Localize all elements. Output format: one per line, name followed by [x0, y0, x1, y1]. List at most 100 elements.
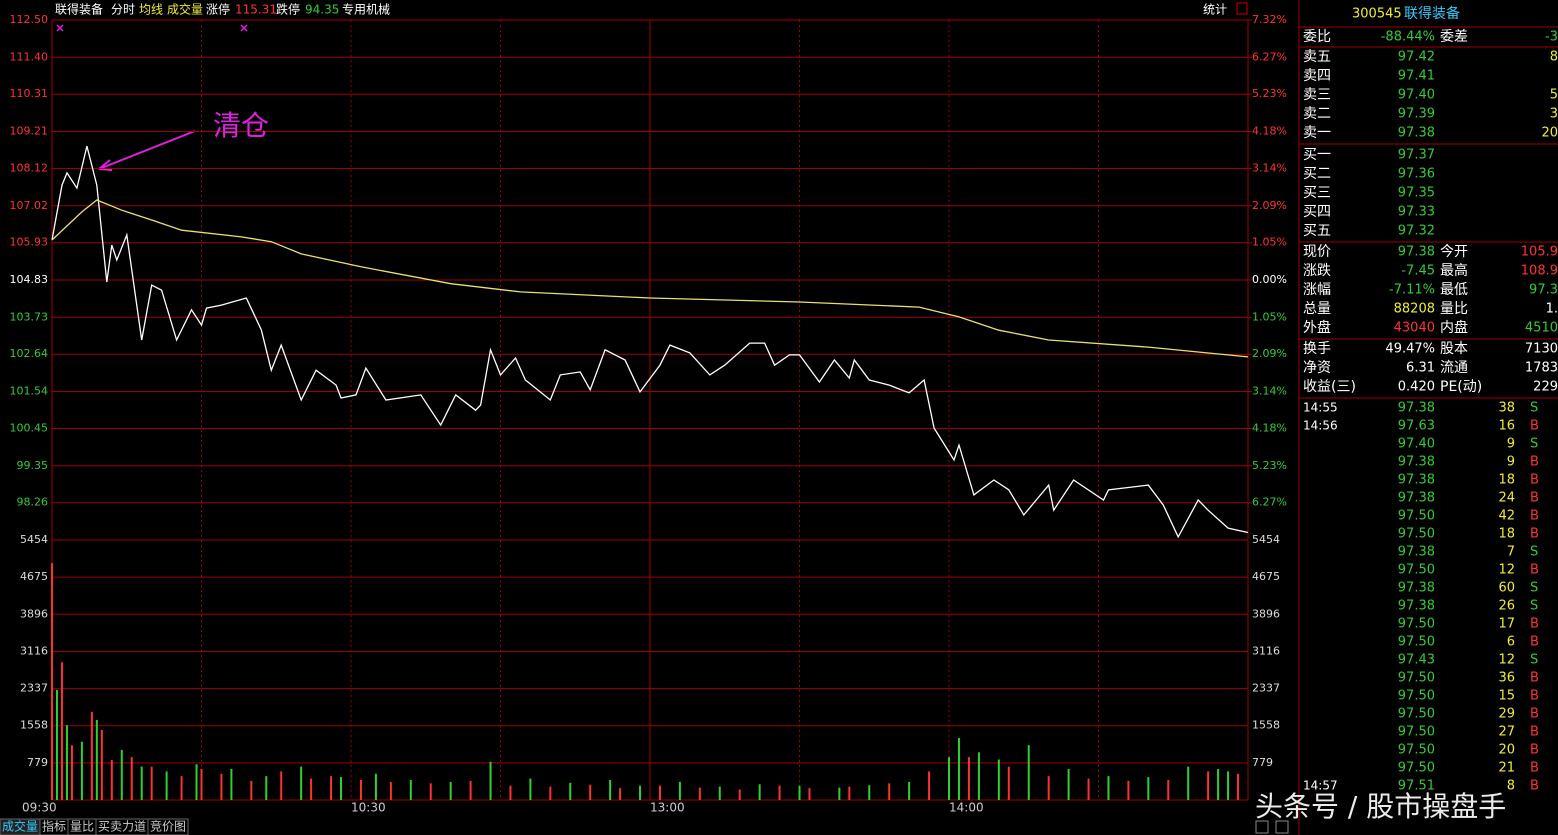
tab-label[interactable]: 买卖力道 [98, 820, 146, 834]
limit-down: 94.35 [305, 3, 339, 17]
price-line [51, 145, 1249, 539]
trade-price: 97.50 [1398, 635, 1435, 650]
trade-price: 97.38 [1398, 581, 1435, 596]
trade-volume: 6 [1507, 635, 1515, 650]
volume-bar [1127, 780, 1130, 800]
tab-label[interactable]: 量比 [70, 820, 94, 834]
volume-bar [738, 789, 741, 800]
quote-value: 229 [1533, 380, 1558, 395]
volume-bar [429, 783, 432, 800]
tab-label[interactable]: 指标 [42, 819, 66, 834]
volume-bar [65, 725, 68, 800]
volume-bar [300, 766, 303, 800]
trade-volume: 36 [1498, 671, 1515, 686]
trade-time: 14:55 [1303, 401, 1338, 415]
marker [56, 24, 248, 32]
trade-volume: 12 [1498, 653, 1515, 668]
quote-label: 现价 [1303, 244, 1331, 260]
trade-side: B [1530, 527, 1539, 542]
trade-price: 97.38 [1398, 545, 1435, 560]
trade-price: 97.50 [1398, 707, 1435, 722]
volume-bar [589, 784, 592, 800]
bid-price: 97.37 [1398, 148, 1435, 163]
y2-tick-label: 3.14% [1252, 385, 1287, 398]
quote-value: 1. [1546, 302, 1558, 317]
quote-label: 流通 [1440, 360, 1468, 376]
volume-bar [340, 777, 343, 800]
quote-label: 内盘 [1440, 319, 1468, 336]
bid-price: 97.36 [1398, 167, 1435, 182]
trade-volume: 17 [1498, 617, 1515, 632]
trade-side: B [1530, 635, 1539, 650]
trade-price: 97.38 [1398, 401, 1435, 416]
y-tick-label: 101.54 [10, 385, 49, 398]
limit-up-label: 涨停 [206, 2, 230, 17]
y2-tick-label: 5.23% [1252, 459, 1287, 472]
volume-bar [280, 771, 283, 800]
trade-side: B [1530, 617, 1539, 632]
volume-bar [1207, 771, 1210, 800]
scroll-right[interactable] [1275, 820, 1289, 834]
quote-label: 量比 [1440, 301, 1468, 317]
scroll-left[interactable] [1255, 820, 1269, 834]
y2-tick-label: 1.05% [1252, 236, 1287, 249]
limit-up: 115.31 [235, 3, 277, 17]
ask-price: 97.41 [1398, 69, 1435, 84]
volume-bar [180, 776, 183, 800]
volume-tick-label: 5454 [20, 533, 48, 546]
stats-button[interactable]: 统计 [1203, 3, 1227, 17]
volume-tick-label: 1558 [20, 719, 48, 732]
y-tick-label: 105.93 [10, 236, 49, 249]
quote-label: PE(动) [1440, 379, 1482, 395]
volume-bar [529, 778, 532, 800]
quote-value: 97.3 [1529, 283, 1558, 298]
volume-bar [230, 769, 233, 800]
trade-volume: 60 [1498, 581, 1515, 596]
y2-tick-label: 1.05% [1252, 310, 1287, 323]
quote-label: 涨幅 [1303, 282, 1331, 298]
quote-label: 委比 [1303, 29, 1331, 45]
quote-value: 97.38 [1398, 245, 1435, 260]
stock-name-panel: 联得装备 [1404, 5, 1460, 22]
y2-tick-label: 2.09% [1252, 347, 1287, 360]
quote-value: 105.9 [1521, 245, 1558, 260]
volume-bar [778, 785, 781, 800]
header-item[interactable]: 分时 [111, 3, 135, 17]
bid-label: 买三 [1303, 185, 1331, 201]
volume-bar [1067, 769, 1070, 800]
tab-label[interactable]: 竞价图 [150, 820, 186, 834]
quote-value: 0.420 [1398, 380, 1435, 395]
y-tick-label: 104.83 [10, 273, 49, 286]
volume-bar [678, 781, 681, 800]
volume-tick-label-right: 4675 [1252, 570, 1280, 583]
tab-label[interactable]: 成交量 [2, 819, 38, 834]
quote-label: 涨跌 [1303, 263, 1331, 279]
volume-bar [758, 784, 761, 800]
quote-label: 最低 [1440, 282, 1468, 298]
trade-price: 97.51 [1398, 779, 1435, 794]
volume-bar [100, 729, 103, 800]
header-item[interactable]: 成交量 [167, 2, 203, 17]
stats-box[interactable] [1236, 2, 1248, 15]
ask-label: 卖四 [1303, 68, 1331, 84]
volume-bar [619, 788, 622, 800]
stock-name: 联得装备 [55, 2, 103, 17]
volume-bar [698, 787, 701, 800]
tab[interactable] [147, 818, 189, 835]
trade-side: B [1530, 779, 1539, 794]
y-tick-label: 110.31 [10, 87, 49, 100]
trade-time: 14:56 [1303, 419, 1338, 433]
markers [56, 24, 248, 32]
volume-tick-label-right: 779 [1252, 756, 1273, 769]
volume-tick-label: 3116 [20, 644, 48, 657]
header-item[interactable]: 均线 [139, 3, 163, 17]
volume-bar [359, 779, 362, 800]
volume-bar [948, 757, 950, 800]
quote-value: 6.31 [1406, 361, 1435, 376]
volume-tick-label: 2337 [20, 682, 48, 695]
ask-volume: 20 [1541, 126, 1558, 141]
y-tick-label: 111.40 [10, 50, 49, 63]
volume-bar [798, 785, 801, 800]
quote-value: -7.11% [1389, 283, 1435, 298]
